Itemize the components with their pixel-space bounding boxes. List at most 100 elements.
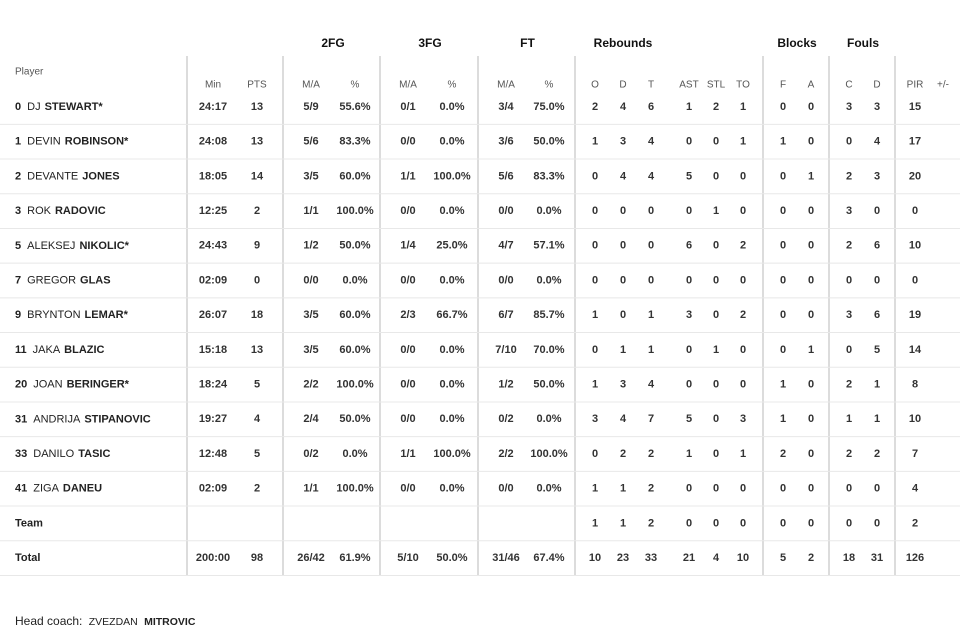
player-last-name: STIPANOVIC [84,413,150,425]
stat-cell: 2 [254,205,260,217]
stat-cell: 2/2 [498,448,513,460]
player-name: 33 DANILO TASIC [15,448,110,460]
stat-cell: 7 [912,448,918,460]
stat-cell: 0 [648,274,654,286]
stat-cell: 0/0 [400,205,415,217]
stat-cell: 0 [740,517,746,529]
player-number: 5 [15,240,21,252]
stat-cell: 0 [912,274,918,286]
stat-cell: 8 [912,379,918,391]
stat-cell: 21 [683,552,695,564]
stat-cell: 2 [740,240,746,252]
stat-cell: 1 [808,170,814,182]
stat-cell: 10 [737,552,749,564]
stat-cell: 2 [808,552,814,564]
stat-cell: 18:24 [199,379,228,391]
stat-cell: 1 [592,379,598,391]
player-name: 1 DEVIN ROBINSON* [15,136,129,148]
stat-cell: 0 [874,274,880,286]
stat-cell: 2 [648,448,654,460]
stat-cell: 1 [713,205,719,217]
stat-cell: 0 [254,274,260,286]
stat-cell: 1 [874,413,880,425]
stat-cell: 1/1 [400,170,415,182]
stat-cell: 1 [686,448,692,460]
player-name: 11 JAKA BLAZIC [15,344,105,356]
player-first-name: DEVIN [27,136,61,148]
stat-cell: 1 [740,101,746,113]
stat-cell: 18 [843,552,855,564]
player-number: 7 [15,274,21,286]
stat-cell: 14 [909,344,922,356]
stat-cell: 3/5 [303,344,318,356]
stat-cell: 3 [686,309,692,321]
stat-cell: 3/6 [498,136,513,148]
stat-cell: 100.0% [336,483,374,495]
stat-cell: 3 [874,170,880,182]
stat-cell: 0/0 [498,483,513,495]
stat-cell: 1 [592,309,598,321]
stat-cell: 1 [808,344,814,356]
stat-cell: 2 [648,483,654,495]
stat-cell: 0 [846,274,852,286]
coach: Head coach: ZVEZDAN MITROVIC [15,614,196,628]
stat-cell: 2 [780,448,786,460]
coach-last: MITROVIC [144,616,196,628]
column-header: % [545,80,554,91]
stat-cell: 0 [780,240,786,252]
stat-cell: 50.0% [533,379,564,391]
stat-cell: 14 [251,170,264,182]
player-last-name: BLAZIC [64,344,104,356]
stat-cell: 2 [713,101,719,113]
group-header: Rebounds [594,36,653,50]
column-header: Min [205,80,221,91]
stat-cell: 31 [871,552,883,564]
column-header: STL [707,80,726,91]
stat-cell: 0.0% [439,274,464,286]
stat-cell: 1 [874,379,880,391]
stat-cell: 1 [620,344,626,356]
player-last-name: STEWART* [45,101,104,113]
stat-cell: 13 [251,101,263,113]
column-header: O [591,80,599,91]
player-name: 2 DEVANTE JONES [15,170,120,182]
stat-cell: 15 [909,101,921,113]
player-number: 31 [15,413,27,425]
stat-cell: 0 [620,309,626,321]
stat-cell: 0 [780,274,786,286]
stat-cell: 5 [874,344,880,356]
stat-cell: 0 [686,344,692,356]
stat-cell: 0 [592,205,598,217]
stat-cell: 200:00 [196,552,230,564]
stat-cell: 0 [808,448,814,460]
column-header: M/A [302,80,320,91]
stat-cell: 13 [251,136,263,148]
stat-cell: 0.0% [439,101,464,113]
stat-cell: 31/46 [492,552,520,564]
stat-cell: 24:08 [199,136,227,148]
column-header: % [351,80,360,91]
stat-cell: 6 [686,240,692,252]
stat-cell: 2 [874,448,880,460]
stat-cell: 3 [592,413,598,425]
stat-cell: 4 [713,552,720,564]
stat-cell: 1 [592,517,598,529]
column-header: PIR [907,80,924,91]
stat-cell: 100.0% [336,205,374,217]
stat-cell: 2 [846,379,852,391]
group-header: 3FG [418,36,441,50]
stat-cell: 1/1 [400,448,415,460]
stat-cell: 0/0 [400,274,415,286]
stat-cell: 66.7% [436,309,467,321]
stat-cell: 5 [686,170,692,182]
stat-cell: 2/3 [400,309,415,321]
stat-cell: 0 [874,205,880,217]
stat-cell: 0 [808,413,814,425]
player-header: Player [15,67,44,78]
stat-cell: 20 [909,170,921,182]
stat-cell: 25.0% [436,240,467,252]
player-last-name: LEMAR* [85,309,129,321]
stat-cell: 0 [740,170,746,182]
stat-cell: 0/0 [400,344,415,356]
stat-cell: 83.3% [533,170,564,182]
